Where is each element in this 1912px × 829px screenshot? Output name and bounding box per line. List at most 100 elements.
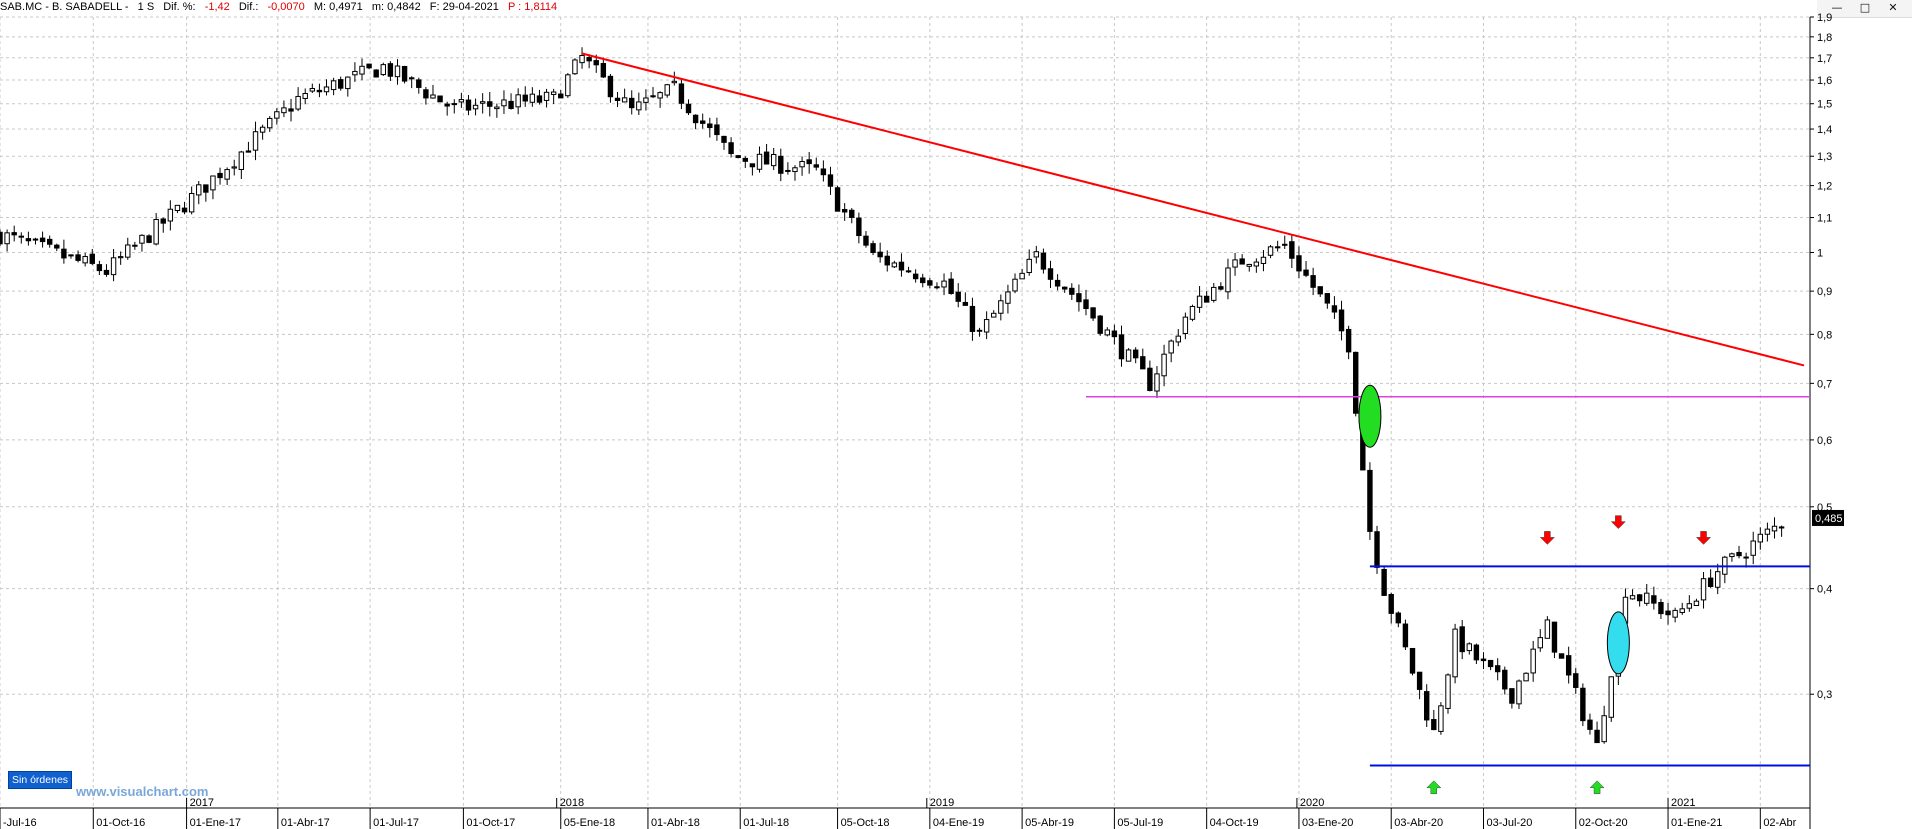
candle-body — [1367, 469, 1373, 532]
candle-body — [487, 101, 493, 107]
candle-body — [1757, 533, 1764, 543]
candle-body — [96, 264, 103, 272]
candle-body — [1090, 307, 1096, 319]
candle-body — [267, 117, 273, 129]
candle-body — [1438, 705, 1444, 732]
candle-body — [188, 192, 195, 213]
y-tick-label: 1,3 — [1817, 151, 1832, 163]
candle-body — [770, 153, 777, 167]
candle-body — [1693, 600, 1700, 607]
candle-body — [515, 94, 521, 108]
candle-body — [1111, 330, 1118, 338]
candle-body — [920, 277, 926, 284]
candle-body — [1516, 680, 1522, 705]
candle-body — [927, 280, 933, 286]
candle-body — [401, 65, 408, 82]
date-label: F: 29-04-2021 — [429, 1, 499, 13]
candle-body — [643, 97, 649, 103]
maximize-button[interactable]: □ — [1859, 1, 1871, 14]
candle-body — [565, 74, 571, 97]
y-tick-label: 0,3 — [1817, 689, 1832, 701]
candle-body — [813, 164, 819, 168]
candle-body — [61, 248, 67, 259]
y-tick-label: 1,5 — [1817, 99, 1832, 111]
candle-body — [1729, 553, 1735, 558]
candle-body — [1480, 658, 1487, 662]
candle-body — [572, 59, 578, 75]
candle-body — [1310, 275, 1316, 288]
orders-status[interactable]: Sin órdenes — [8, 771, 73, 789]
candle-body — [1069, 287, 1075, 295]
x-tick-label: 02-Oct-20 — [1579, 817, 1628, 829]
arrow-down-marker — [1539, 531, 1555, 545]
time-axis[interactable]: -Jul-16 01-Oct-16 01-Ene-17 01-Abr-17 01-Jul… — [0, 797, 1797, 829]
candle-body — [1296, 255, 1302, 272]
candle-body — [1331, 305, 1338, 313]
window-controls: — □ ✕ — [1817, 0, 1912, 18]
candle-body — [238, 151, 245, 170]
candle-body — [1203, 295, 1210, 303]
candle-body — [1395, 612, 1402, 624]
candle-body — [1636, 594, 1643, 602]
y-tick-label: 0,4 — [1817, 584, 1832, 596]
candle-body — [685, 103, 692, 114]
candle-body — [1587, 719, 1593, 730]
candle-body — [1409, 647, 1416, 674]
candle-body — [1175, 335, 1181, 343]
candle-body — [472, 104, 479, 110]
dif-pct-label: Dif. %: — [163, 1, 196, 13]
candle-body — [167, 208, 174, 222]
candle-body — [1211, 286, 1217, 301]
candle-body — [68, 254, 74, 257]
y-tick-label: 1,6 — [1817, 75, 1832, 87]
y-tick-label: 1,4 — [1817, 124, 1832, 136]
arrow-down-marker — [1610, 515, 1626, 529]
minimize-button[interactable]: — — [1831, 1, 1843, 14]
candle-body — [1608, 676, 1614, 718]
candle-body — [1154, 373, 1160, 392]
x-tick-label: 01-Jul-17 — [373, 817, 419, 829]
candle-body — [394, 65, 401, 78]
candle-body — [1246, 263, 1252, 267]
candle-body — [678, 83, 685, 104]
candle-body — [671, 80, 678, 84]
price-axis[interactable]: 1,9 1,8 1,7 1,6 1,5 1,4 1,3 1,2 1,1 1 0,9 0,8 0,7 0,6… — [1810, 12, 1844, 701]
close-button[interactable]: ✕ — [1888, 1, 1898, 14]
candle-body — [1381, 568, 1387, 596]
candle-body — [1097, 315, 1103, 334]
candle-body — [1289, 241, 1295, 259]
dif-value: -0,0070 — [267, 1, 305, 13]
candle-body — [1601, 715, 1607, 743]
candle-body — [1665, 610, 1671, 616]
candle-body — [1771, 525, 1778, 532]
candle-body — [316, 89, 323, 93]
candle-body — [806, 159, 812, 165]
candle-body — [1118, 334, 1125, 360]
x-tick-label: 05-Abr-19 — [1025, 817, 1074, 829]
dif-label: Dif.: — [238, 1, 259, 13]
candle-body — [1644, 592, 1650, 604]
candle-body — [1062, 286, 1068, 290]
candle-body — [558, 93, 564, 99]
candle-body — [359, 65, 365, 75]
candle-body — [529, 93, 536, 103]
candle-body — [834, 187, 841, 212]
candle-body — [707, 123, 713, 128]
candle-body — [1736, 551, 1742, 557]
candle-body — [1303, 269, 1309, 276]
candle-body — [749, 163, 756, 168]
candle-body — [1012, 278, 1018, 292]
candle-body — [423, 89, 429, 99]
candle-body — [451, 103, 457, 106]
candle-body — [785, 169, 791, 172]
candle-body — [1551, 621, 1558, 653]
candle-body — [494, 106, 500, 110]
candle-body — [1494, 665, 1501, 673]
y-tick-label: 1,1 — [1817, 213, 1832, 225]
x-tick-label: 04-Ene-19 — [933, 817, 984, 829]
candle-body — [1140, 356, 1146, 370]
candle-body — [1580, 687, 1586, 722]
candle-body — [1629, 595, 1636, 600]
candle-body — [934, 286, 940, 289]
